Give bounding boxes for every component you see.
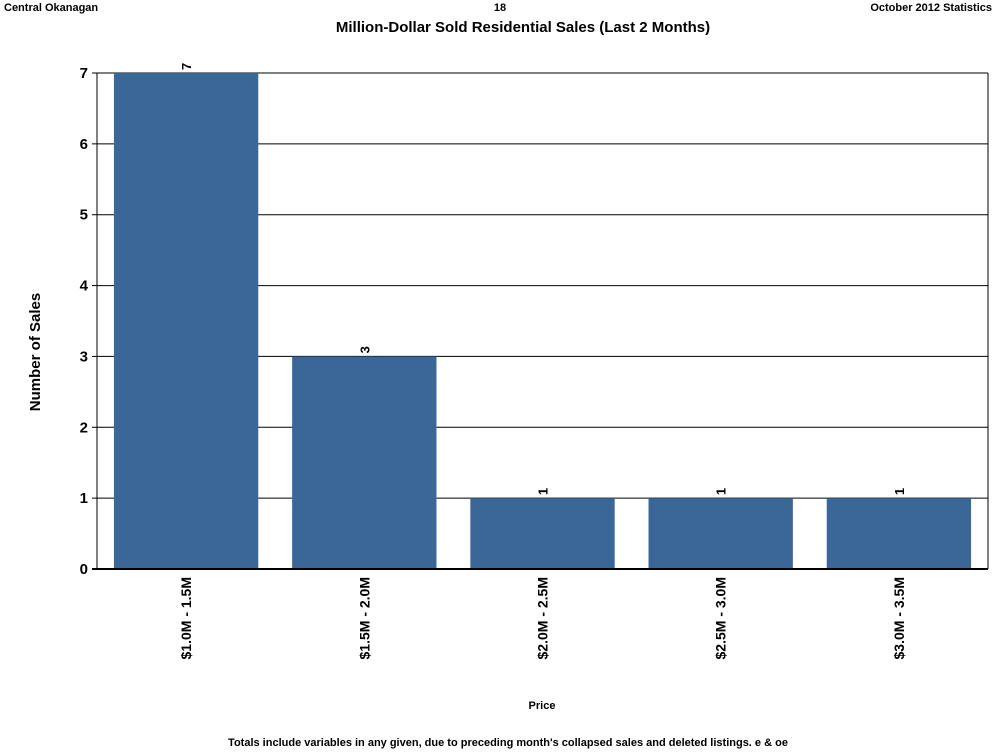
bar [113, 73, 259, 569]
x-tick-labels: $1.0M - 1.5M $1.5M - 2.0M $2.0M - 2.5M $2.5… [178, 577, 907, 659]
data-label: 1 [714, 488, 729, 495]
y-tick-label: 6 [80, 136, 88, 153]
data-label: 7 [179, 63, 194, 70]
x-tick-label: $2.0M - 2.5M [535, 577, 551, 659]
chart-title: Million-Dollar Sold Residential Sales (L… [335, 19, 711, 36]
y-tick-labels: 0 1 2 3 4 5 6 7 [80, 65, 89, 578]
x-tick-label: $3.0M - 3.5M [891, 577, 907, 659]
axes [92, 72, 989, 570]
bar [470, 498, 615, 569]
header-period: October 2012 Statistics [870, 2, 992, 14]
data-label: 3 [357, 346, 372, 353]
bar [648, 498, 793, 569]
bar [826, 498, 972, 569]
y-tick-label: 2 [80, 419, 88, 436]
y-tick-label: 0 [80, 561, 88, 578]
x-axis-title: Price [529, 700, 556, 712]
y-axis-title: Number of Sales [27, 293, 44, 411]
y-tick-label: 3 [80, 348, 88, 365]
bars [113, 73, 972, 569]
bar [292, 356, 437, 569]
y-tick-label: 7 [80, 65, 88, 82]
x-tick-label: $1.0M - 1.5M [178, 577, 194, 659]
footer-note: Totals include variables in any given, d… [228, 737, 788, 749]
x-tick-label: $1.5M - 2.0M [356, 577, 372, 659]
y-tick-label: 5 [80, 207, 88, 224]
data-label: 1 [536, 488, 551, 495]
y-tick-label: 1 [80, 490, 88, 507]
header-region: Central Okanagan [4, 2, 99, 14]
header-page-number: 18 [493, 2, 507, 14]
x-tick-label: $2.5M - 3.0M [713, 577, 729, 659]
value-labels: 7 3 1 1 1 [179, 63, 907, 495]
y-tick-label: 4 [80, 278, 89, 295]
data-label: 1 [892, 488, 907, 495]
